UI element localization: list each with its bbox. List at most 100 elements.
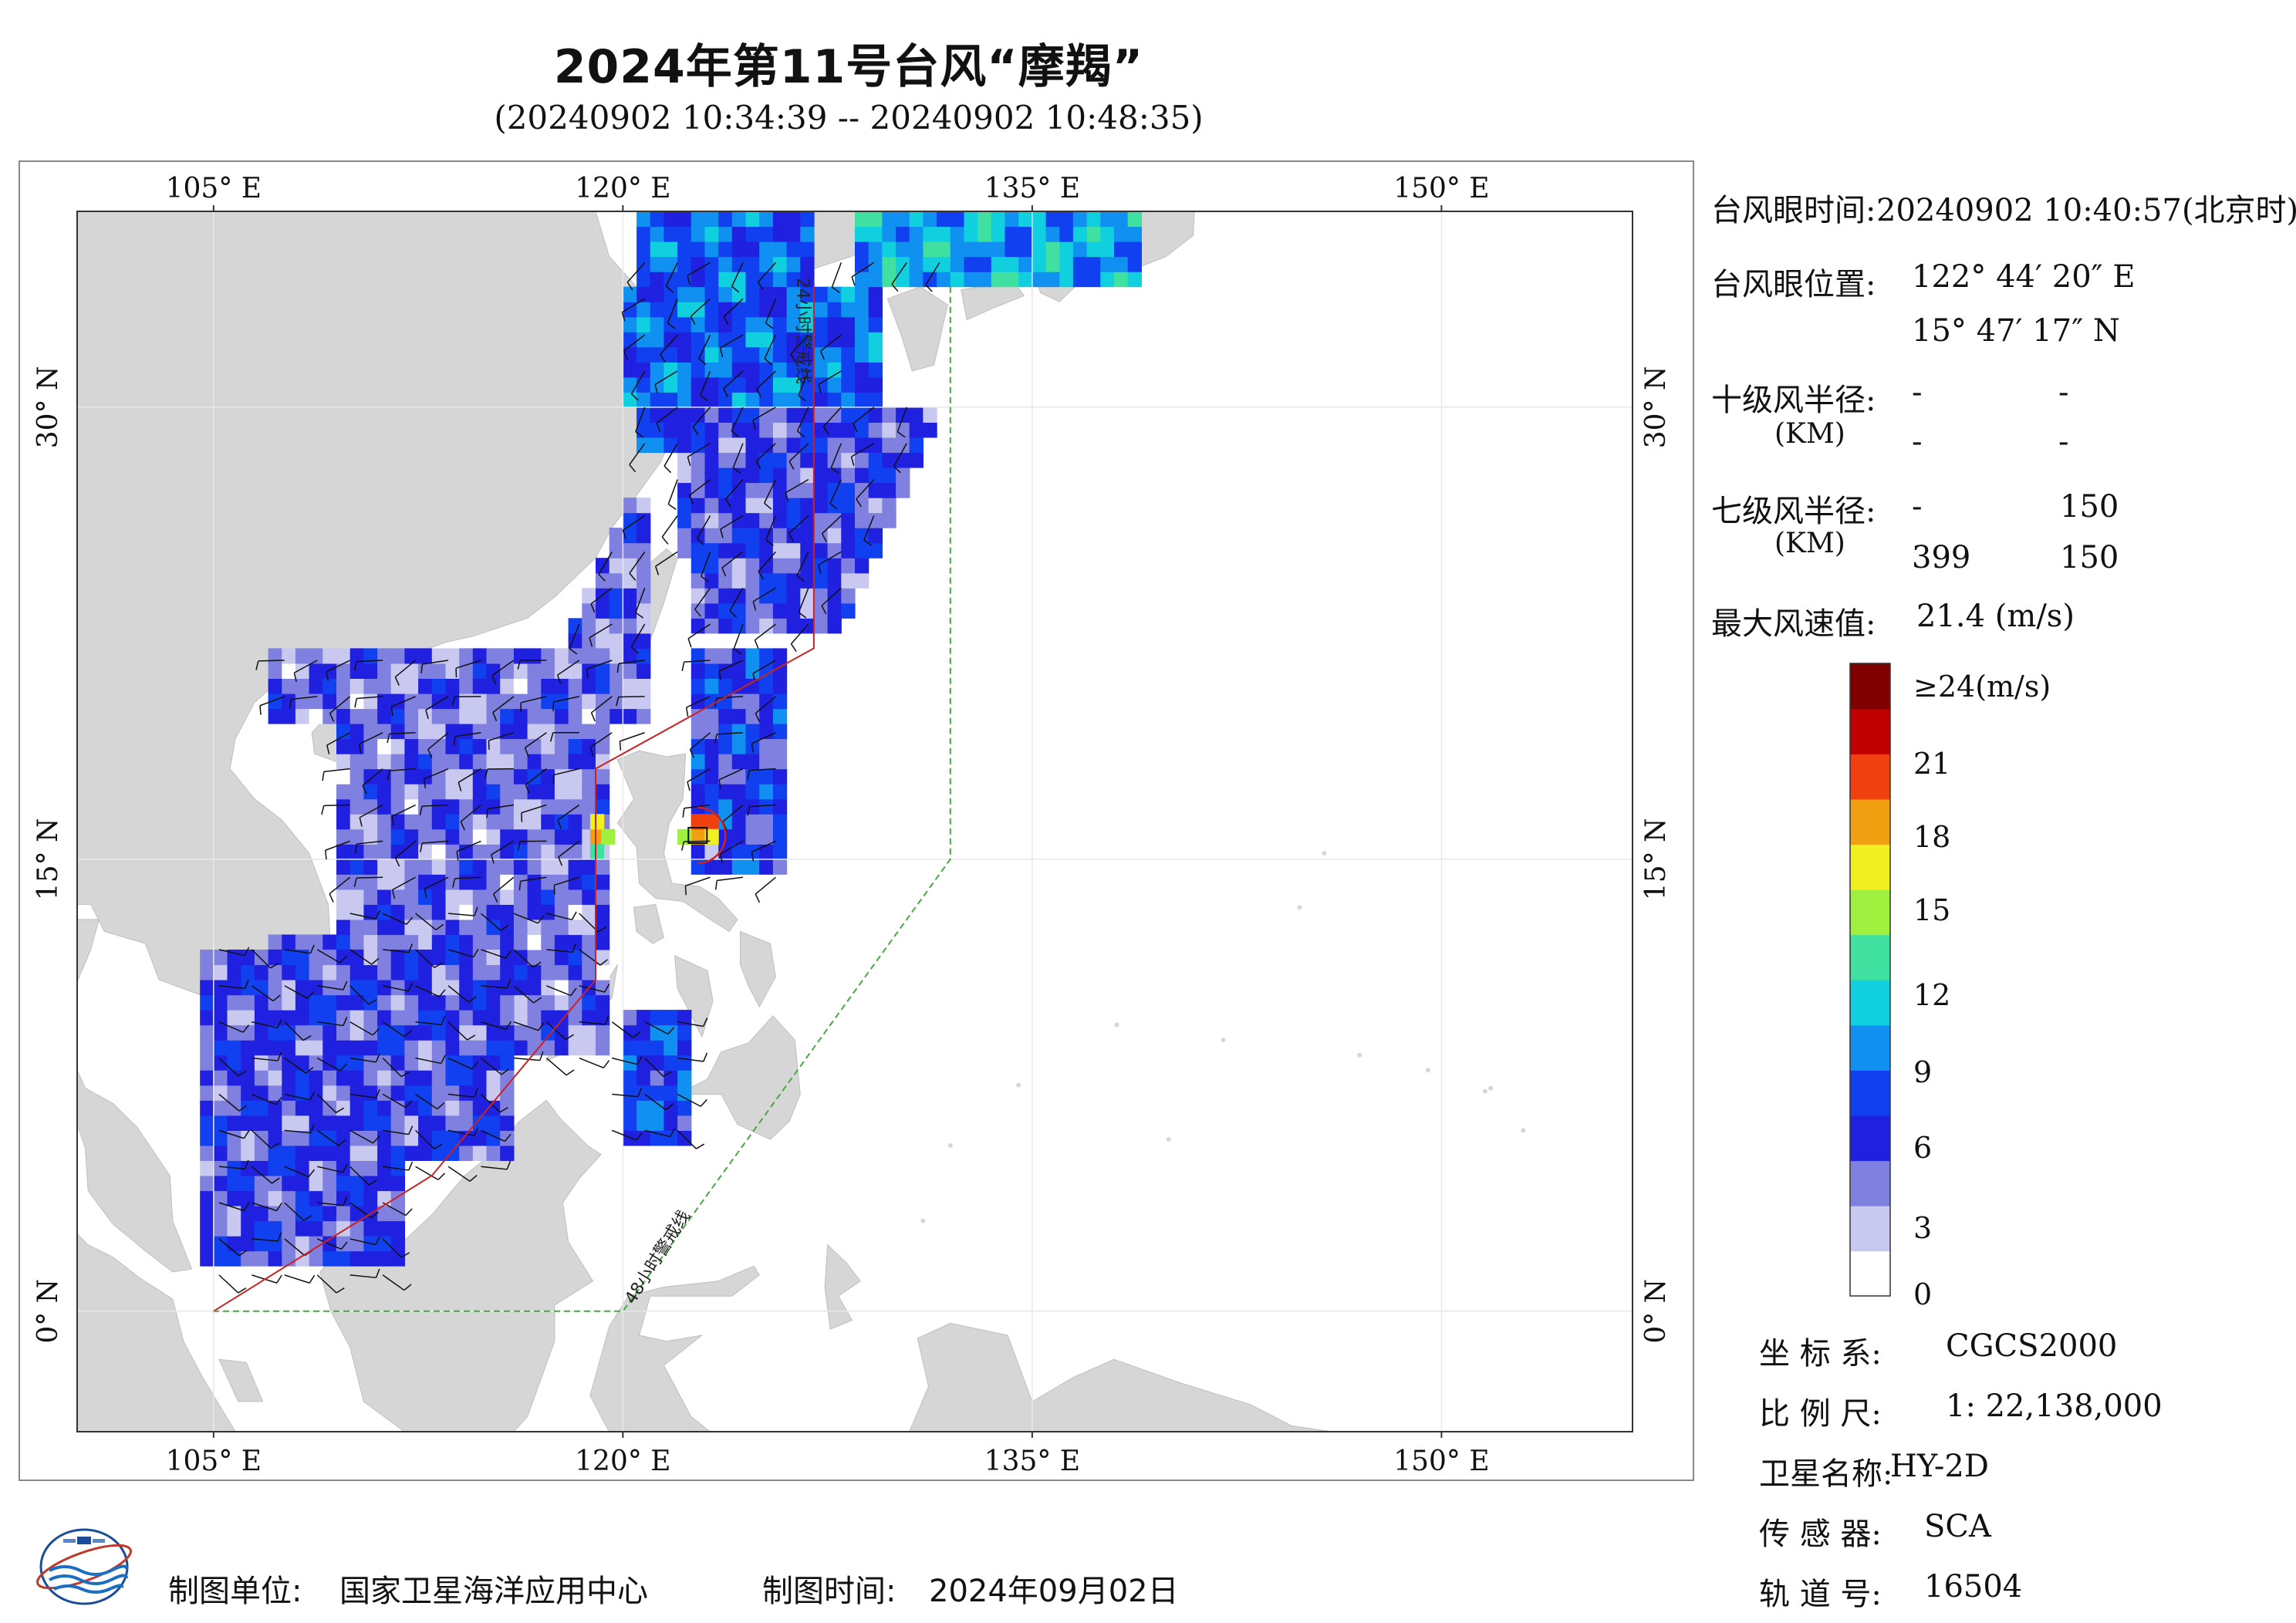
wind-barb: [684, 876, 711, 896]
wind-barb: [316, 1093, 345, 1114]
wind-barb: [513, 1051, 544, 1061]
wind-barb: [830, 443, 842, 474]
wind-barb: [316, 1274, 345, 1294]
wind-barb: [415, 1166, 445, 1181]
wind-barb: [326, 660, 351, 681]
wind-barb: [896, 407, 907, 438]
wind-barb: [622, 515, 646, 539]
wind-barb: [481, 1021, 512, 1031]
wind-barb: [747, 768, 776, 780]
wind-barb: [655, 551, 678, 575]
wind-barb: [517, 840, 547, 851]
luzon-landmass: [616, 750, 738, 933]
small-island-13: [1221, 1038, 1226, 1043]
wind-barb: [751, 732, 776, 753]
wind-barb: [317, 1017, 348, 1027]
wind-barb: [718, 768, 744, 789]
crs-value: CGCS2000: [1946, 1328, 2118, 1364]
nsoas-logo-icon: [36, 1528, 132, 1605]
wind-barb: [663, 443, 678, 474]
small-island-1: [1114, 1022, 1119, 1027]
wind-barb: [316, 1238, 348, 1250]
wind-barb: [415, 1015, 446, 1026]
small-island-4: [1488, 1085, 1494, 1091]
wind-barb: [255, 660, 285, 670]
colorbar-segment: [1850, 708, 1890, 754]
wind-barb: [687, 768, 711, 791]
wind-barb: [612, 1088, 642, 1098]
wind-barb: [796, 407, 809, 438]
wind-barb: [284, 1274, 316, 1284]
wind-barb: [349, 1129, 380, 1144]
r7-ne: -: [1912, 489, 1923, 525]
wind-barb: [616, 696, 645, 707]
wind-barb: [218, 946, 250, 957]
lat-tick-right-1: 15° N: [1640, 818, 1672, 900]
wind-barb: [687, 623, 711, 648]
wind-barb: [754, 623, 776, 650]
date-value: 2024年09月02日: [929, 1574, 1179, 1609]
east-china-sea-swath: [677, 407, 937, 634]
wind-barb: [218, 1058, 247, 1077]
wind-barb: [682, 804, 711, 818]
wind-barb: [853, 407, 875, 433]
wind-barb: [590, 587, 613, 613]
wind-barb: [491, 840, 515, 864]
wind-barb: [546, 985, 577, 997]
wind-barb: [765, 298, 777, 329]
small-island-10: [1166, 1137, 1171, 1142]
wind-barb: [481, 949, 512, 959]
warning-line-48h: [213, 286, 951, 1312]
lon-tick-bottom-1: 120° E: [575, 1446, 670, 1477]
small-island-9: [947, 1142, 953, 1148]
wind-barb: [218, 1129, 250, 1139]
typhoon-eye-marker: [687, 826, 708, 844]
sea-of-japan-swath: [855, 211, 1142, 288]
wind-barb: [590, 696, 613, 722]
orbit-label: 轨 道 号:: [1759, 1577, 1882, 1612]
wind-barb: [598, 552, 613, 582]
wind-barb: [752, 587, 776, 611]
lat-tick-left-1: 15° N: [32, 818, 64, 900]
wind-barb: [447, 906, 478, 916]
orbit-value: 16504: [1924, 1569, 2023, 1604]
wind-barb: [329, 696, 351, 722]
wind-barb: [757, 262, 776, 291]
wind-barb: [415, 985, 446, 997]
wind-barb: [698, 334, 711, 366]
wind-barb: [696, 515, 711, 545]
wind-barb: [755, 443, 776, 470]
wind-barb: [788, 443, 809, 471]
wind-barb: [447, 1127, 479, 1137]
wind-barb: [251, 985, 281, 1002]
wind-barb: [644, 1128, 676, 1138]
wind-barb: [677, 1129, 705, 1149]
wind-barb: [349, 1166, 377, 1186]
satellite-label: 卫星名称:: [1759, 1456, 1893, 1492]
wind-barb: [358, 732, 383, 754]
wind-barb: [394, 660, 417, 686]
wind-barb: [764, 334, 777, 366]
map-frame: [19, 160, 1694, 1481]
r7-se: 150: [2060, 489, 2119, 525]
wind-barb: [788, 515, 809, 542]
colorbar-segment: [1850, 663, 1890, 710]
colorbar-tick-12: 12: [1913, 978, 1951, 1012]
wind-barb: [667, 299, 678, 329]
wind-barb: [460, 804, 481, 831]
colorbar-segment: [1850, 754, 1890, 800]
wind-barb: [579, 949, 608, 966]
wind-barb: [447, 1021, 476, 1041]
wind-barb: [685, 696, 711, 717]
r7-wind-radius-arc: [697, 806, 727, 865]
wind-barb: [687, 443, 711, 467]
wind-barb: [557, 804, 580, 829]
wind-barb: [752, 407, 776, 430]
sensor-value: SCA: [1924, 1509, 1991, 1544]
wind-barb: [635, 588, 646, 619]
malay-peninsula-landmass: [77, 919, 193, 1273]
wind-barb: [747, 804, 776, 816]
wind-barb: [513, 1021, 545, 1031]
wind-barb: [349, 910, 381, 919]
wind-barb: [731, 262, 744, 293]
